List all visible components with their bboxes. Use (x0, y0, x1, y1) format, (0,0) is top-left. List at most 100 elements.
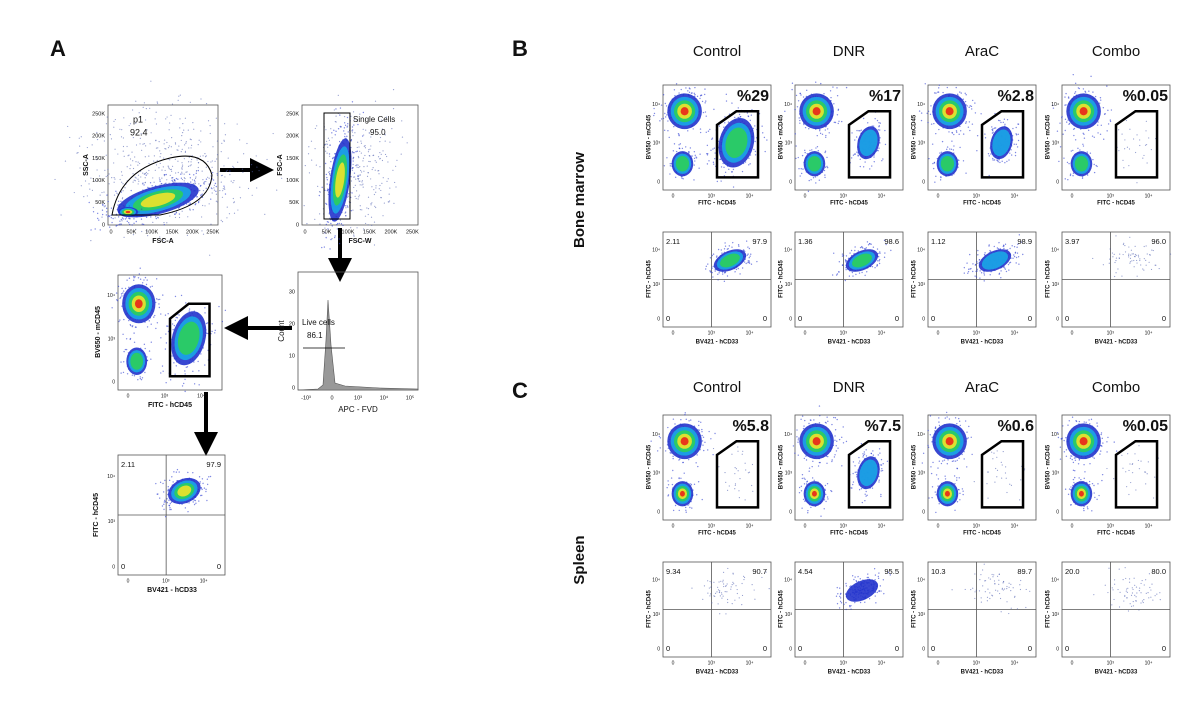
event-dot (102, 204, 104, 207)
event-dot (794, 108, 796, 111)
event-dot (155, 298, 158, 300)
event-dot (1133, 255, 1136, 258)
event-dot (197, 166, 199, 169)
event-dot (177, 171, 179, 174)
event-dot (371, 224, 373, 226)
event-dot (384, 140, 386, 142)
event-dot (864, 161, 866, 163)
event-dot (952, 149, 955, 151)
event-dot (803, 477, 805, 479)
event-dot (120, 223, 122, 225)
event-dot (121, 181, 123, 183)
event-dot (379, 136, 382, 139)
y-tick-label: 10⁴ (784, 102, 792, 108)
event-dot (330, 238, 332, 241)
event-dot (168, 504, 170, 507)
event-dot (251, 171, 253, 173)
event-dot (175, 211, 178, 213)
event-dot (146, 129, 148, 131)
event-dot (364, 154, 366, 157)
event-dot (745, 240, 748, 242)
event-dot (326, 183, 328, 185)
event-dot (969, 253, 971, 256)
event-dot (1129, 261, 1132, 263)
event-dot (150, 132, 152, 134)
event-dot (834, 429, 837, 431)
event-dot (1064, 129, 1066, 132)
y-axis-label: FITC - hCD45 (912, 260, 918, 298)
event-dot (340, 126, 342, 128)
event-dot (117, 204, 119, 206)
event-dot (971, 99, 974, 102)
event-dot (712, 161, 715, 163)
event-dot (721, 593, 723, 595)
event-dot (174, 213, 176, 216)
event-dot (326, 152, 328, 154)
event-dot (699, 131, 702, 134)
event-dot (205, 490, 207, 493)
event-dot (974, 102, 976, 104)
event-dot (133, 276, 135, 279)
event-dot (121, 287, 123, 290)
x-axis-label: BV421 - hCD33 (828, 340, 871, 346)
event-dot (747, 246, 749, 248)
event-dot (133, 179, 135, 181)
event-dot (214, 182, 217, 185)
event-dot (133, 279, 135, 281)
event-dot (933, 122, 935, 125)
event-dot (1115, 272, 1117, 274)
event-dot (316, 125, 318, 127)
event-dot (691, 92, 693, 94)
event-dot (185, 171, 187, 173)
event-dot (110, 217, 113, 219)
event-dot (321, 186, 323, 189)
event-dot (192, 121, 194, 124)
event-dot (345, 207, 347, 209)
event-dot (180, 294, 183, 297)
event-dot (113, 194, 116, 196)
event-dot (801, 154, 804, 157)
event-dot (140, 218, 143, 220)
event-dot (137, 161, 139, 163)
event-dot (998, 241, 1000, 244)
event-dot (378, 173, 380, 175)
event-dot (744, 462, 746, 464)
event-dot (720, 592, 723, 594)
event-dot (387, 161, 389, 163)
event-dot (739, 116, 742, 118)
event-dot (370, 136, 372, 138)
y-tick-label: 0 (292, 385, 295, 391)
event-dot (735, 268, 738, 271)
event-dot (1096, 124, 1099, 126)
event-dot (350, 175, 352, 178)
event-dot (733, 583, 735, 585)
event-dot (152, 177, 154, 179)
y-axis-label: FITC - hCD45 (647, 260, 653, 298)
event-dot (1151, 249, 1153, 251)
event-dot (337, 128, 340, 130)
event-dot (109, 133, 111, 136)
event-dot (700, 421, 702, 423)
event-dot (392, 108, 395, 110)
event-dot (175, 316, 177, 319)
event-dot (704, 88, 706, 90)
x-tick-label: 10⁴ (197, 393, 205, 399)
event-dot (183, 177, 185, 179)
event-dot (866, 271, 868, 273)
event-dot (128, 124, 130, 127)
event-dot (1144, 144, 1147, 146)
event-dot (200, 195, 202, 197)
event-dot (176, 317, 179, 319)
event-dot (967, 272, 969, 274)
event-dot (164, 169, 166, 172)
event-dot (862, 166, 865, 168)
event-dot (698, 420, 700, 423)
x-tick-label: 10³ (354, 395, 362, 401)
event-dot (688, 91, 691, 94)
event-dot (103, 191, 105, 193)
event-dot (871, 165, 873, 167)
event-dot (850, 157, 853, 159)
event-dot (1129, 257, 1132, 260)
event-dot (161, 182, 163, 185)
event-dot (976, 135, 979, 137)
